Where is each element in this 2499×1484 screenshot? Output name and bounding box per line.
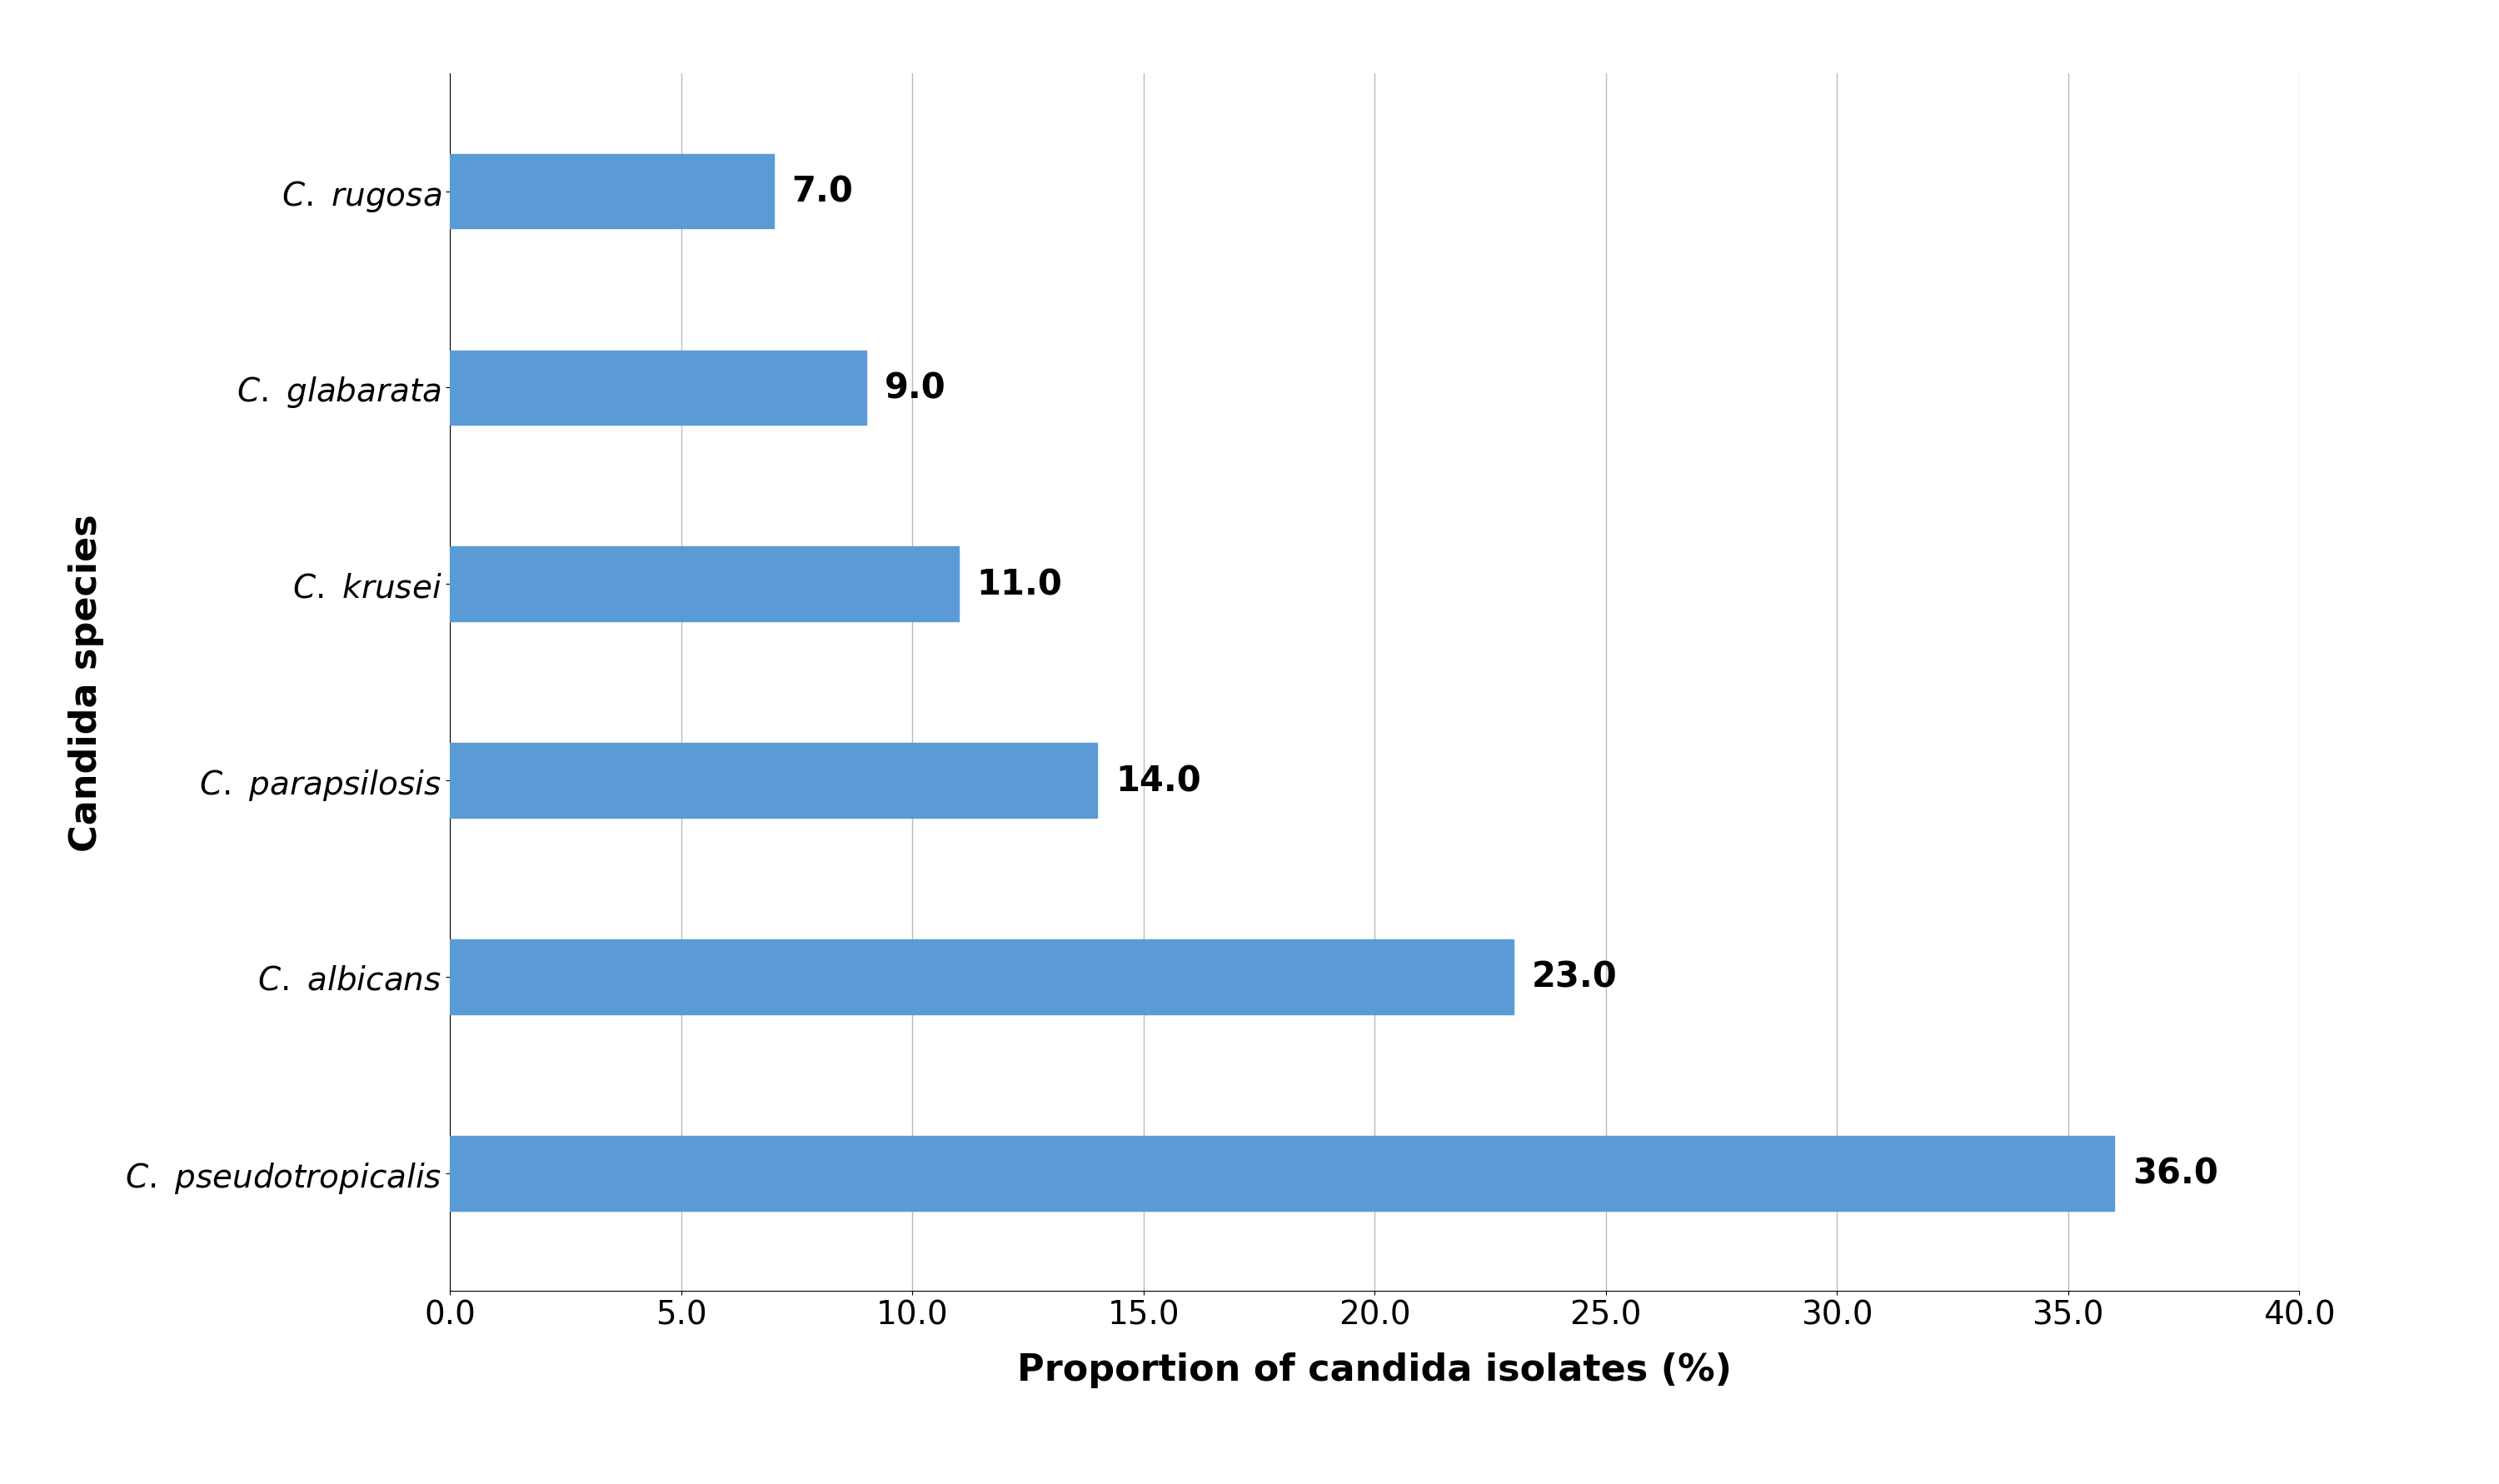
Bar <box>450 548 960 622</box>
Text: 23.0: 23.0 <box>1532 960 1617 994</box>
Bar <box>450 743 1097 818</box>
Text: 14.0: 14.0 <box>1115 763 1202 798</box>
Text: 7.0: 7.0 <box>792 175 855 209</box>
Text: 11.0: 11.0 <box>977 567 1062 603</box>
Bar <box>450 939 1512 1015</box>
Text: 9.0: 9.0 <box>885 371 945 405</box>
X-axis label: Proportion of candida isolates (%): Proportion of candida isolates (%) <box>1017 1352 1732 1388</box>
Bar <box>450 154 775 229</box>
Bar <box>450 1137 2114 1211</box>
Text: 36.0: 36.0 <box>2132 1156 2219 1190</box>
Bar <box>450 350 865 426</box>
Y-axis label: Candida species: Candida species <box>67 513 105 852</box>
